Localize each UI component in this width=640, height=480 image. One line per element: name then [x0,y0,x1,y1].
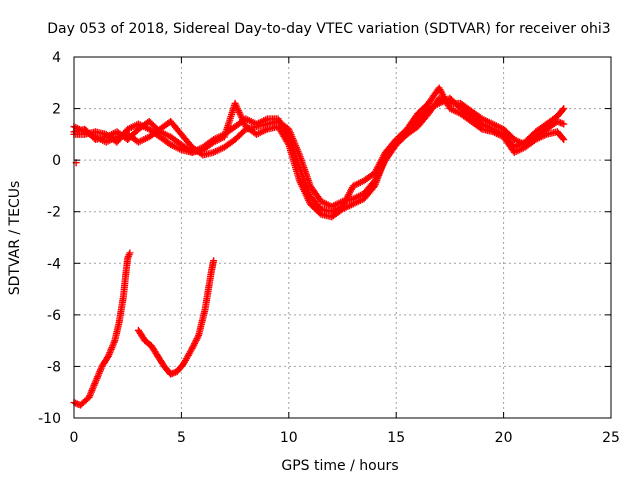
chart-title: Day 053 of 2018, Sidereal Day-to-day VTE… [47,21,610,37]
y-tick-label: -4 [47,256,61,272]
y-tick-label: -8 [47,359,61,375]
plot-frame [73,56,612,419]
x-tick-label: 0 [70,430,79,446]
series-track-a [70,94,568,211]
plus-markers [134,257,218,378]
y-tick-label: 4 [52,50,61,66]
x-axis-ticks: 0 5 10 15 20 25 [70,57,620,446]
x-tick-label: 5 [177,430,186,446]
x-tick-label: 20 [495,430,513,446]
series-track-e [134,257,218,378]
y-axis-ticks: -10 -8 -6 -4 -2 0 2 4 [38,50,611,427]
plus-markers [70,94,568,211]
y-tick-label: -2 [47,205,61,221]
y-tick-label: 0 [52,153,61,169]
x-axis-label: GPS time / hours [281,458,398,474]
x-tick-label: 10 [280,430,298,446]
plus-markers [70,249,134,409]
grid [74,57,611,418]
series-track-d [70,249,134,409]
x-tick-label: 15 [387,430,405,446]
x-tick-label: 25 [602,430,620,446]
y-tick-label: -10 [38,411,61,427]
y-axis-label: SDTVAR / TECUs [7,181,23,296]
data-points [70,84,568,409]
y-tick-label: -6 [47,308,61,324]
y-tick-label: 2 [52,102,61,118]
